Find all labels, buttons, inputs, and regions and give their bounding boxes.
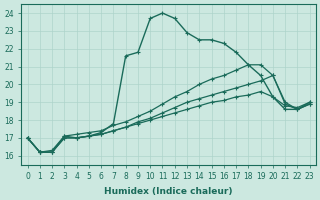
X-axis label: Humidex (Indice chaleur): Humidex (Indice chaleur) <box>104 187 233 196</box>
